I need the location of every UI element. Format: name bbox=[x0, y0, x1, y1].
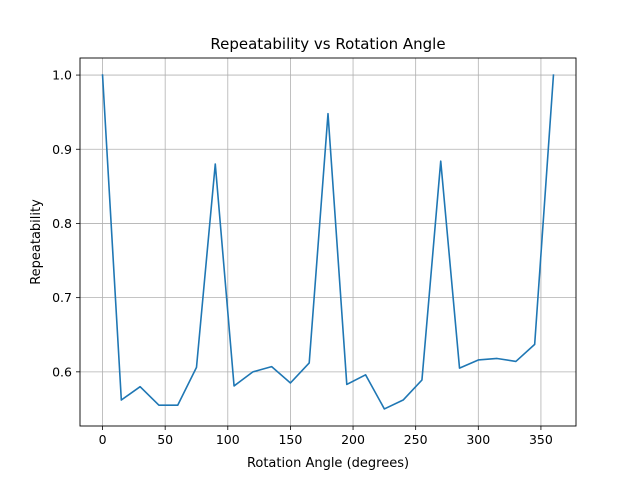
x-tick-label: 100 bbox=[216, 432, 240, 447]
y-tick-label: 0.8 bbox=[52, 216, 72, 231]
y-tick-label: 0.6 bbox=[52, 364, 72, 379]
x-tick-label: 300 bbox=[466, 432, 490, 447]
grid-layer bbox=[80, 58, 576, 426]
x-tick-label: 250 bbox=[404, 432, 428, 447]
y-tick-label: 1.0 bbox=[52, 68, 72, 83]
x-tick-label: 150 bbox=[278, 432, 302, 447]
plot-area-frame bbox=[79, 57, 577, 427]
y-tick-label: 0.9 bbox=[52, 142, 72, 157]
x-axis-label: Rotation Angle (degrees) bbox=[247, 456, 409, 471]
x-tick-label: 0 bbox=[99, 432, 107, 447]
series-layer bbox=[101, 74, 555, 410]
x-tick-label: 50 bbox=[157, 432, 173, 447]
chart-title: Repeatability vs Rotation Angle bbox=[210, 35, 445, 53]
x-tick-label: 200 bbox=[341, 432, 365, 447]
tick-layer: 0 50 100 150 200 250 300 350 0.6 0.7 0.8 0.9 1.0 bbox=[52, 68, 553, 447]
x-tick-label: 350 bbox=[529, 432, 553, 447]
y-axis-label: Repeatability bbox=[29, 199, 44, 285]
y-tick-label: 0.7 bbox=[52, 290, 72, 305]
